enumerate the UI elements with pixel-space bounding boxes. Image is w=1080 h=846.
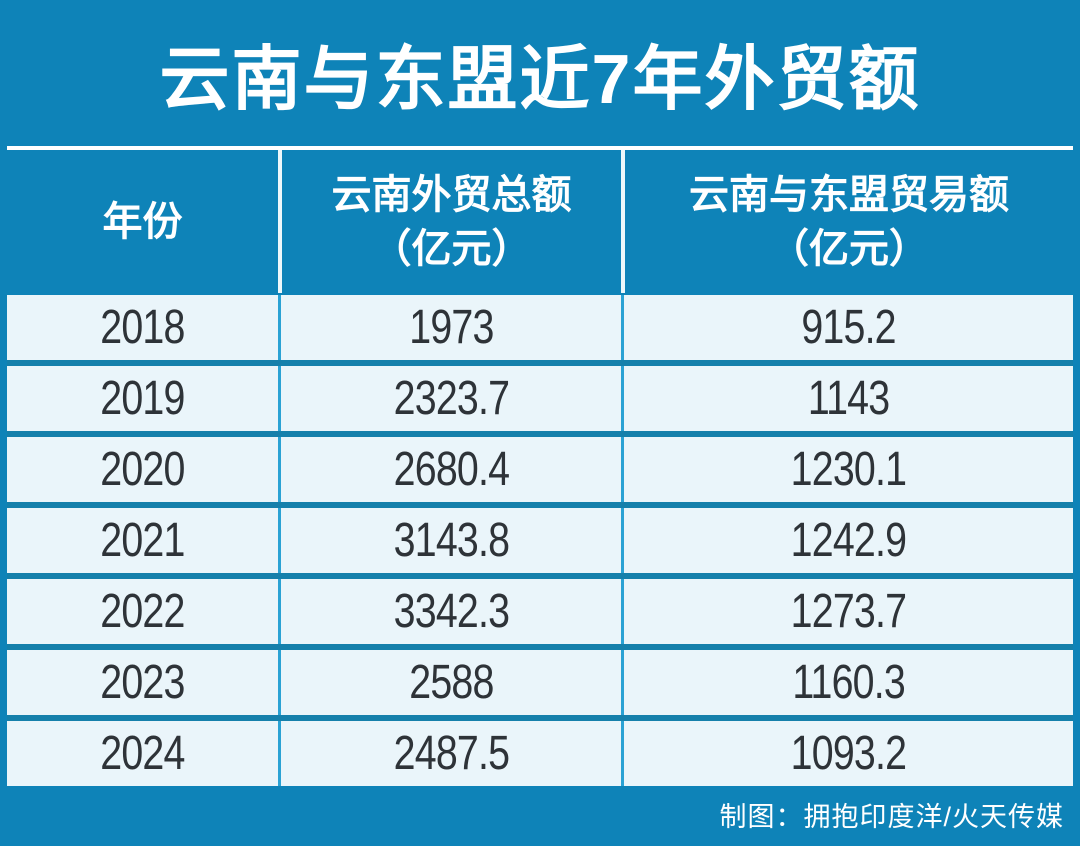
table-row: 2023 2588 1160.3 [7,650,1073,715]
table-cell: 2020 [7,437,278,502]
table-cell: 2323.7 [278,366,621,431]
table-cell: 2022 [7,579,278,644]
header-cell-asean: 云南与东盟贸易额 （亿元） [621,150,1073,293]
table-cell: 3143.8 [278,508,621,573]
credit-text: 制图：拥抱印度洋/火天传媒 [719,802,1064,832]
table-cell: 915.2 [621,295,1073,360]
table-cell: 1242.9 [621,508,1073,573]
table-cell: 1143 [621,366,1073,431]
table-row: 2018 1973 915.2 [7,295,1073,360]
table-cell: 2018 [7,295,278,360]
table-row: 2020 2680.4 1230.1 [7,437,1073,502]
table-row: 2019 2323.7 1143 [7,366,1073,431]
table-cell: 1160.3 [621,650,1073,715]
table-cell: 2019 [7,366,278,431]
header-cell-total: 云南外贸总额 （亿元） [278,150,621,293]
table-cell: 1973 [278,295,621,360]
table-cell: 2487.5 [278,721,621,786]
table-body: 2018 1973 915.2 2019 2323.7 1143 2020 2680.4 123… [7,295,1073,786]
table-row: 2022 3342.3 1273.7 [7,579,1073,644]
title-band: 云南与东盟近7年外贸额 [0,0,1080,146]
table-cell: 2024 [7,721,278,786]
table-cell: 2021 [7,508,278,573]
title-divider [7,146,1073,150]
header-cell-year: 年份 [102,199,183,244]
table-cell: 1093.2 [621,721,1073,786]
table-cell: 3342.3 [278,579,621,644]
table-cell: 1230.1 [621,437,1073,502]
table-row: 2021 3143.8 1242.9 [7,508,1073,573]
table-cell: 2023 [7,650,278,715]
table-cell: 1273.7 [621,579,1073,644]
page-title: 云南与东盟近7年外贸额 [159,39,921,118]
table-cell: 2680.4 [278,437,621,502]
table-header-row: 年份 云南外贸总额 （亿元） 云南与东盟贸易额 （亿元） [7,150,1073,293]
table-cell: 2588 [278,650,621,715]
table-row: 2024 2487.5 1093.2 [7,721,1073,786]
